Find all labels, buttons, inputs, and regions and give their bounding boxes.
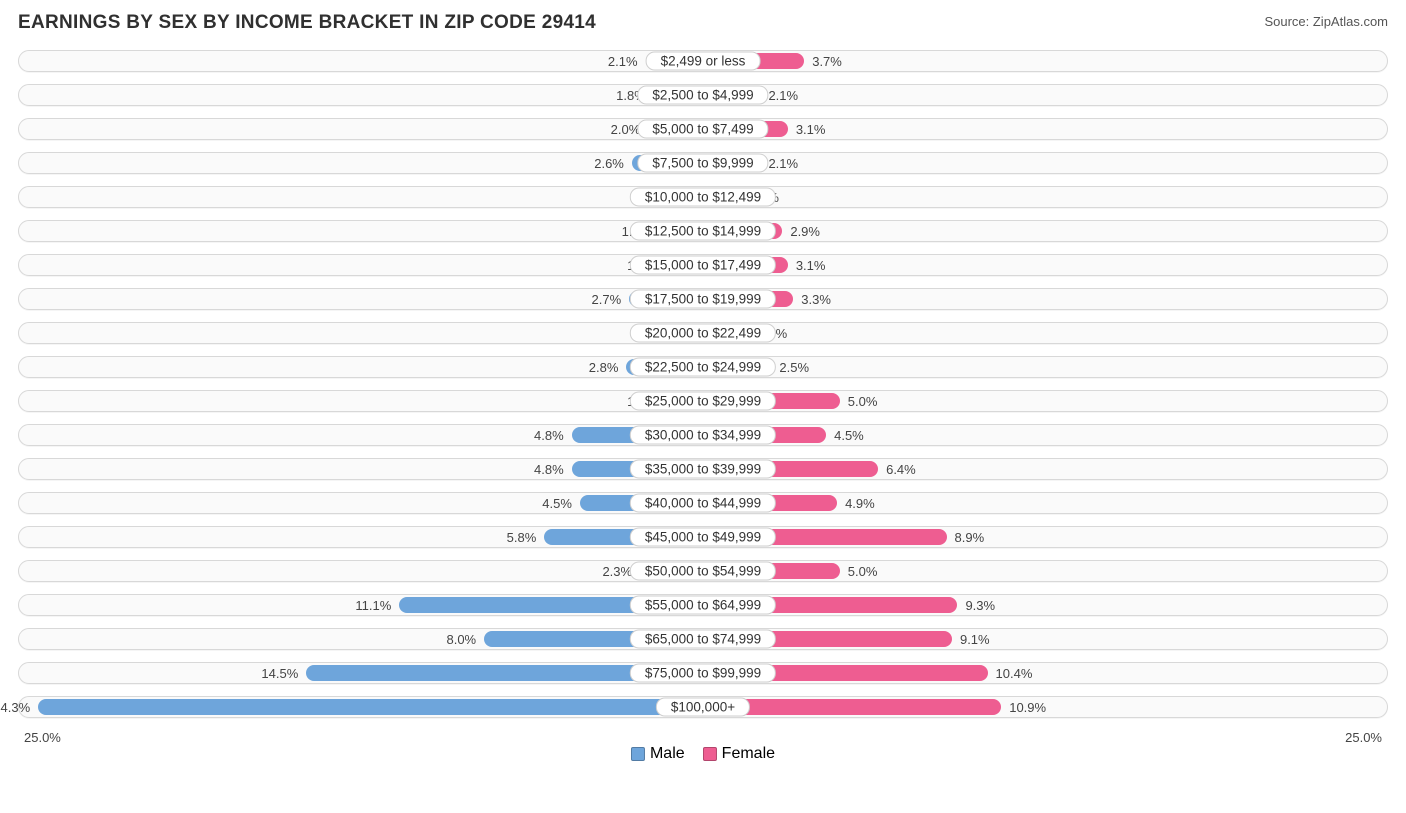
- legend-female: Female: [703, 745, 775, 763]
- chart-row: 5.8% 8.9% $45,000 to $49,999: [18, 526, 1388, 548]
- chart-row: 8.0% 9.1% $65,000 to $74,999: [18, 628, 1388, 650]
- chart-row: 2.0%3.1%$5,000 to $7,499: [18, 118, 1388, 140]
- bracket-label: $25,000 to $29,999: [630, 392, 776, 411]
- axis-max-left: 25.0%: [18, 730, 703, 745]
- chart-row: 1.4%3.1%$15,000 to $17,499: [18, 254, 1388, 276]
- male-pct-label: 14.5%: [253, 666, 306, 681]
- chart-row: 1.1%1.4%$10,000 to $12,499: [18, 186, 1388, 208]
- male-pct-label: 4.8%: [526, 462, 572, 477]
- female-pct-label: 5.0%: [840, 564, 886, 579]
- bracket-label: $100,000+: [656, 698, 750, 717]
- male-pct-label: 11.1%: [347, 598, 399, 613]
- bracket-label: $2,500 to $4,999: [637, 86, 768, 105]
- legend: Male Female: [631, 745, 775, 763]
- chart-row: 4.5% 4.9% $40,000 to $44,999: [18, 492, 1388, 514]
- female-pct-label: 8.9%: [947, 530, 993, 545]
- bracket-label: $75,000 to $99,999: [630, 664, 776, 683]
- female-pct-label: 4.9%: [837, 496, 883, 511]
- female-pct-label: 6.4%: [878, 462, 924, 477]
- male-pct-label: 8.0%: [438, 632, 484, 647]
- bracket-label: $50,000 to $54,999: [630, 562, 776, 581]
- chart-row: 11.1% 9.3% $55,000 to $64,999: [18, 594, 1388, 616]
- female-pct-label: 9.1%: [952, 632, 998, 647]
- bracket-label: $30,000 to $34,999: [630, 426, 776, 445]
- female-pct-label: 3.1%: [788, 122, 834, 137]
- pyramid-chart: 2.1% 3.7% $2,499 or less 1.8%2.1%$2,500 to …: [18, 50, 1388, 718]
- bracket-label: $2,499 or less: [646, 52, 761, 71]
- chart-row: 1.6%2.9%$12,500 to $14,999: [18, 220, 1388, 242]
- chart-row: 2.3%5.0%$50,000 to $54,999: [18, 560, 1388, 582]
- male-pct-label: 2.8%: [581, 360, 627, 375]
- chart-source: Source: ZipAtlas.com: [1264, 12, 1388, 29]
- female-swatch-icon: [703, 747, 717, 761]
- female-pct-label: 10.9%: [1001, 700, 1054, 715]
- female-pct-label: 3.1%: [788, 258, 834, 273]
- male-pct-label: 2.7%: [584, 292, 630, 307]
- chart-row: 1.4%5.0%$25,000 to $29,999: [18, 390, 1388, 412]
- female-pct-label: 10.4%: [988, 666, 1041, 681]
- male-pct-label: 4.5%: [534, 496, 580, 511]
- bracket-label: $65,000 to $74,999: [630, 630, 776, 649]
- chart-row: 24.3%10.9%$100,000+: [18, 696, 1388, 718]
- male-pct-label: 2.1%: [600, 54, 646, 69]
- chart-row: 2.7% 3.3% $17,500 to $19,999: [18, 288, 1388, 310]
- bracket-label: $17,500 to $19,999: [630, 290, 776, 309]
- chart-row: 4.8% 4.5% $30,000 to $34,999: [18, 424, 1388, 446]
- male-pct-label: 24.3%: [0, 700, 38, 715]
- legend-male: Male: [631, 745, 685, 763]
- female-pct-label: 4.5%: [826, 428, 872, 443]
- bracket-label: $55,000 to $64,999: [630, 596, 776, 615]
- male-swatch-icon: [631, 747, 645, 761]
- chart-row: 2.1% 3.7% $2,499 or less: [18, 50, 1388, 72]
- bracket-label: $20,000 to $22,499: [630, 324, 776, 343]
- chart-row: 14.5% 10.4% $75,000 to $99,999: [18, 662, 1388, 684]
- chart-row: 2.6%2.1%$7,500 to $9,999: [18, 152, 1388, 174]
- legend-female-label: Female: [722, 745, 775, 763]
- female-pct-label: 9.3%: [957, 598, 1003, 613]
- female-pct-label: 3.3%: [793, 292, 839, 307]
- chart-row: 2.8% 2.5%$22,500 to $24,999: [18, 356, 1388, 378]
- bracket-label: $45,000 to $49,999: [630, 528, 776, 547]
- chart-row: 0.81%1.7%$20,000 to $22,499: [18, 322, 1388, 344]
- female-pct-label: 2.9%: [782, 224, 828, 239]
- bracket-label: $15,000 to $17,499: [630, 256, 776, 275]
- female-pct-label: 5.0%: [840, 394, 886, 409]
- chart-row: 1.8%2.1%$2,500 to $4,999: [18, 84, 1388, 106]
- male-bar: [38, 699, 703, 715]
- bracket-label: $40,000 to $44,999: [630, 494, 776, 513]
- bracket-label: $7,500 to $9,999: [637, 154, 768, 173]
- bracket-label: $35,000 to $39,999: [630, 460, 776, 479]
- male-pct-label: 2.6%: [586, 156, 632, 171]
- chart-row: 4.8% 6.4% $35,000 to $39,999: [18, 458, 1388, 480]
- bracket-label: $12,500 to $14,999: [630, 222, 776, 241]
- axis-max-right: 25.0%: [703, 730, 1388, 745]
- bracket-label: $22,500 to $24,999: [630, 358, 776, 377]
- female-pct-label: 2.5%: [771, 360, 817, 375]
- male-pct-label: 4.8%: [526, 428, 572, 443]
- legend-male-label: Male: [650, 745, 685, 763]
- bracket-label: $5,000 to $7,499: [637, 120, 768, 139]
- bracket-label: $10,000 to $12,499: [630, 188, 776, 207]
- male-pct-label: 5.8%: [499, 530, 545, 545]
- chart-title: EARNINGS BY SEX BY INCOME BRACKET IN ZIP…: [18, 12, 596, 34]
- female-pct-label: 3.7%: [804, 54, 850, 69]
